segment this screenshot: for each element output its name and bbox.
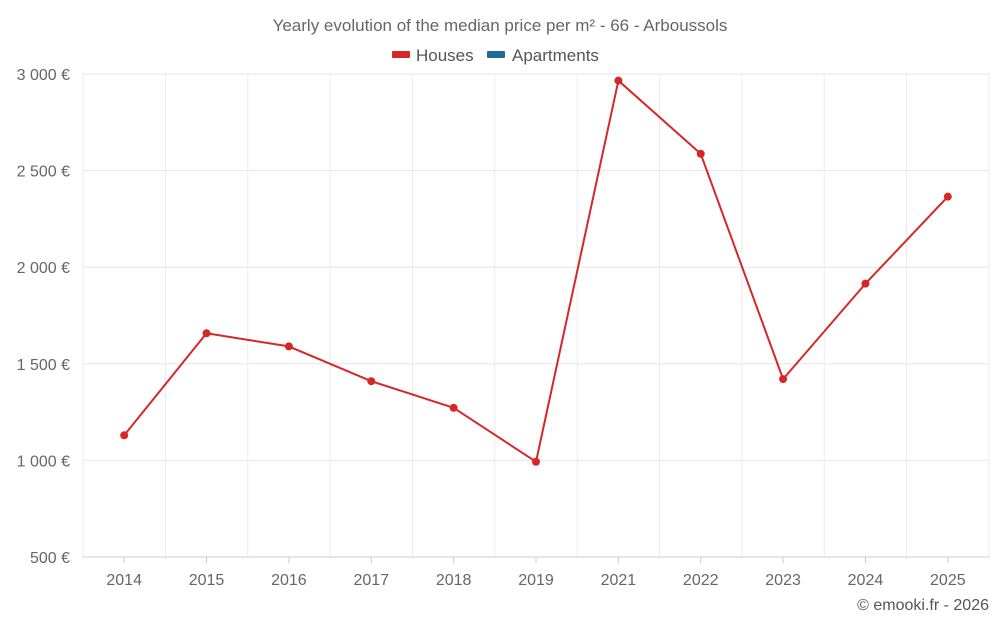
axes: 500 € 1 000 € 1 500 € 2 000 € 2 500 € 3 000 €… bbox=[17, 67, 989, 589]
data-point-houses[interactable] bbox=[696, 149, 705, 158]
data-point-houses[interactable] bbox=[861, 279, 870, 288]
y-tick-label: 2 000 € bbox=[17, 260, 70, 277]
y-tick-label: 3 000 € bbox=[17, 67, 70, 84]
legend-item-apartments[interactable]: Apartments bbox=[487, 46, 599, 65]
legend[interactable]: Houses Apartments bbox=[392, 46, 599, 65]
grid bbox=[82, 73, 990, 558]
x-tick-label: 2018 bbox=[436, 572, 472, 589]
x-tick-label: 2025 bbox=[930, 572, 966, 589]
y-tick-label: 2 500 € bbox=[17, 164, 70, 181]
legend-label-apartments: Apartments bbox=[512, 46, 599, 65]
x-tick-label: 2023 bbox=[765, 572, 801, 589]
x-tick-label: 2017 bbox=[353, 572, 389, 589]
x-tick-label: 2022 bbox=[683, 572, 719, 589]
x-tick-label: 2014 bbox=[106, 572, 142, 589]
legend-label-houses: Houses bbox=[416, 46, 474, 65]
x-tick-label: 2021 bbox=[601, 572, 637, 589]
data-point-houses[interactable] bbox=[943, 192, 952, 201]
data-point-houses[interactable] bbox=[614, 76, 623, 85]
legend-swatch-apartments bbox=[487, 51, 505, 58]
data-point-houses[interactable] bbox=[284, 342, 293, 351]
legend-item-houses[interactable]: Houses bbox=[392, 46, 474, 65]
y-tick-label: 1 500 € bbox=[17, 357, 70, 374]
legend-swatch-houses bbox=[392, 51, 410, 58]
y-tick-label: 1 000 € bbox=[17, 453, 70, 470]
chart-title: Yearly evolution of the median price per… bbox=[273, 16, 728, 35]
data-point-houses[interactable] bbox=[202, 329, 211, 338]
x-tick-label: 2019 bbox=[518, 572, 554, 589]
data-point-houses[interactable] bbox=[449, 403, 458, 412]
data-point-houses[interactable] bbox=[367, 377, 376, 386]
x-tick-label: 2015 bbox=[189, 572, 225, 589]
data-point-houses[interactable] bbox=[120, 431, 129, 440]
data-point-houses[interactable] bbox=[532, 457, 540, 466]
y-tick-label: 500 € bbox=[30, 550, 70, 567]
x-tick-label: 2016 bbox=[271, 572, 307, 589]
credit-text: © emooki.fr - 2026 bbox=[857, 597, 989, 614]
series-layer bbox=[120, 76, 952, 466]
data-point-houses[interactable] bbox=[779, 375, 788, 384]
x-tick-label: 2024 bbox=[848, 572, 884, 589]
